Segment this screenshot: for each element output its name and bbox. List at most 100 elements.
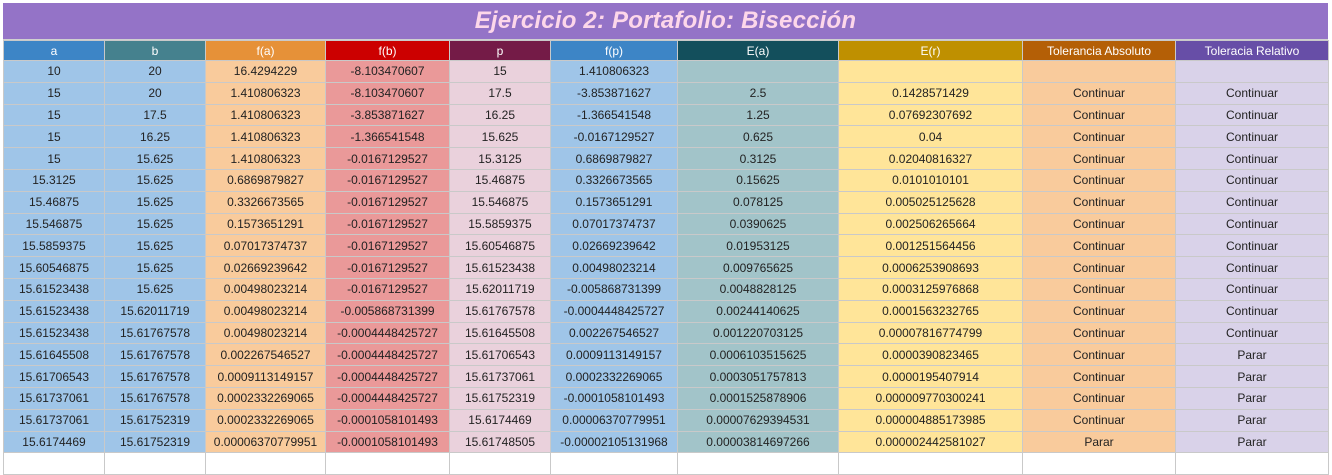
table-cell[interactable]: 1.25: [677, 103, 839, 127]
table-cell[interactable]: 0.00498023214: [550, 256, 678, 279]
table-cell[interactable]: Continuar: [1022, 190, 1176, 214]
table-cell[interactable]: -0.00002105131968: [550, 430, 678, 454]
table-cell[interactable]: 15.625: [104, 147, 206, 170]
table-cell[interactable]: -0.0001058101493: [325, 430, 450, 454]
table-cell[interactable]: 0.0048828125: [677, 277, 839, 301]
table-cell[interactable]: 15.61767578: [449, 299, 551, 323]
table-cell[interactable]: 0.00498023214: [205, 277, 326, 301]
table-cell[interactable]: 1.410806323: [205, 103, 326, 127]
empty-cell[interactable]: [1022, 452, 1176, 475]
table-cell[interactable]: -0.005868731399: [550, 277, 678, 301]
table-cell[interactable]: 15.625: [104, 168, 206, 192]
table-cell[interactable]: 15.3125: [3, 168, 105, 192]
table-cell[interactable]: 0.04: [838, 125, 1023, 149]
empty-cell[interactable]: [205, 452, 326, 475]
table-cell[interactable]: -0.0167129527: [325, 168, 450, 192]
table-cell[interactable]: -1.366541548: [325, 125, 450, 149]
table-cell[interactable]: Continuar: [1175, 147, 1329, 170]
table-cell[interactable]: 15.5859375: [449, 212, 551, 236]
table-cell[interactable]: -0.0001058101493: [550, 386, 678, 410]
table-cell[interactable]: 0.001251564456: [838, 234, 1023, 258]
table-cell[interactable]: Continuar: [1175, 321, 1329, 345]
table-cell[interactable]: 15.625: [449, 125, 551, 149]
column-header[interactable]: Toleracia Relativo: [1175, 40, 1329, 61]
table-cell[interactable]: 0.0101010101: [838, 168, 1023, 192]
table-cell[interactable]: Continuar: [1175, 103, 1329, 127]
table-cell[interactable]: Continuar: [1175, 125, 1329, 149]
empty-cell[interactable]: [1175, 452, 1329, 475]
table-cell[interactable]: 0.002506265664: [838, 212, 1023, 236]
table-cell[interactable]: Continuar: [1022, 103, 1176, 127]
table-cell[interactable]: 16.25: [104, 125, 206, 149]
table-cell[interactable]: 1.410806323: [205, 147, 326, 170]
table-cell[interactable]: 20: [104, 60, 206, 83]
table-cell[interactable]: 15.61752319: [104, 408, 206, 432]
table-cell[interactable]: -0.0167129527: [325, 147, 450, 170]
table-cell[interactable]: Parar: [1022, 430, 1176, 454]
table-cell[interactable]: 15.61767578: [104, 365, 206, 388]
table-cell[interactable]: 0.00244140625: [677, 299, 839, 323]
column-header[interactable]: E(a): [677, 40, 839, 61]
table-cell[interactable]: 15.61748505: [449, 430, 551, 454]
table-cell[interactable]: 15.61706543: [3, 365, 105, 388]
table-cell[interactable]: 2.5: [677, 81, 839, 105]
table-cell[interactable]: 1.410806323: [205, 81, 326, 105]
table-cell[interactable]: 15.546875: [449, 190, 551, 214]
table-cell[interactable]: 15.61645508: [449, 321, 551, 345]
table-cell[interactable]: -0.0004448425727: [325, 343, 450, 367]
table-cell[interactable]: 0.00006370779951: [550, 408, 678, 432]
table-cell[interactable]: Continuar: [1022, 386, 1176, 410]
table-cell[interactable]: 0.000004885173985: [838, 408, 1023, 432]
table-cell[interactable]: 15: [3, 147, 105, 170]
table-cell[interactable]: 0.02669239642: [205, 256, 326, 279]
table-cell[interactable]: 15.61737061: [3, 386, 105, 410]
table-cell[interactable]: -0.0167129527: [325, 190, 450, 214]
table-cell[interactable]: 17.5: [104, 103, 206, 127]
table-cell[interactable]: Continuar: [1022, 343, 1176, 367]
table-cell[interactable]: -0.0004448425727: [325, 365, 450, 388]
table-cell[interactable]: Continuar: [1175, 277, 1329, 301]
table-cell[interactable]: 0.15625: [677, 168, 839, 192]
table-cell[interactable]: -0.0004448425727: [325, 386, 450, 410]
table-cell[interactable]: 0.00498023214: [205, 321, 326, 345]
table-cell[interactable]: 0.00006370779951: [205, 430, 326, 454]
table-cell[interactable]: Continuar: [1175, 256, 1329, 279]
table-cell[interactable]: 15.6174469: [449, 408, 551, 432]
table-cell[interactable]: Parar: [1175, 365, 1329, 388]
table-cell[interactable]: 16.4294229: [205, 60, 326, 83]
table-cell[interactable]: 15.61645508: [3, 343, 105, 367]
table-cell[interactable]: -0.005868731399: [325, 299, 450, 323]
table-cell[interactable]: 0.078125: [677, 190, 839, 214]
table-cell[interactable]: 15.61752319: [449, 386, 551, 410]
table-cell[interactable]: 15: [449, 60, 551, 83]
table-cell[interactable]: Continuar: [1175, 234, 1329, 258]
table-cell[interactable]: 15.46875: [449, 168, 551, 192]
table-cell[interactable]: 1.410806323: [550, 60, 678, 83]
table-cell[interactable]: Continuar: [1022, 168, 1176, 192]
table-cell[interactable]: 0.0009113149157: [205, 365, 326, 388]
table-cell[interactable]: 0.01953125: [677, 234, 839, 258]
table-cell[interactable]: 15.61767578: [104, 343, 206, 367]
table-cell[interactable]: 0.000009770300241: [838, 386, 1023, 410]
table-cell[interactable]: Continuar: [1022, 256, 1176, 279]
table-cell[interactable]: 15.625: [104, 277, 206, 301]
table-cell[interactable]: 0.0002332269065: [205, 386, 326, 410]
table-cell[interactable]: Continuar: [1175, 81, 1329, 105]
table-cell[interactable]: 15.61737061: [449, 365, 551, 388]
table-cell[interactable]: 0.07017374737: [205, 234, 326, 258]
table-cell[interactable]: 15.62011719: [449, 277, 551, 301]
table-cell[interactable]: -0.0167129527: [325, 212, 450, 236]
column-header[interactable]: E(r): [838, 40, 1023, 61]
table-cell[interactable]: 0.0006253908693: [838, 256, 1023, 279]
table-cell[interactable]: -0.0004448425727: [550, 299, 678, 323]
table-cell[interactable]: Continuar: [1175, 190, 1329, 214]
table-cell[interactable]: 15: [3, 81, 105, 105]
column-header[interactable]: f(p): [550, 40, 678, 61]
column-header[interactable]: f(b): [325, 40, 450, 61]
table-cell[interactable]: 0.0006103515625: [677, 343, 839, 367]
table-cell[interactable]: Continuar: [1022, 125, 1176, 149]
table-cell[interactable]: 0.002267546527: [550, 321, 678, 345]
table-cell[interactable]: 0.6869879827: [205, 168, 326, 192]
table-cell[interactable]: Parar: [1175, 386, 1329, 410]
table-cell[interactable]: -0.0167129527: [325, 256, 450, 279]
